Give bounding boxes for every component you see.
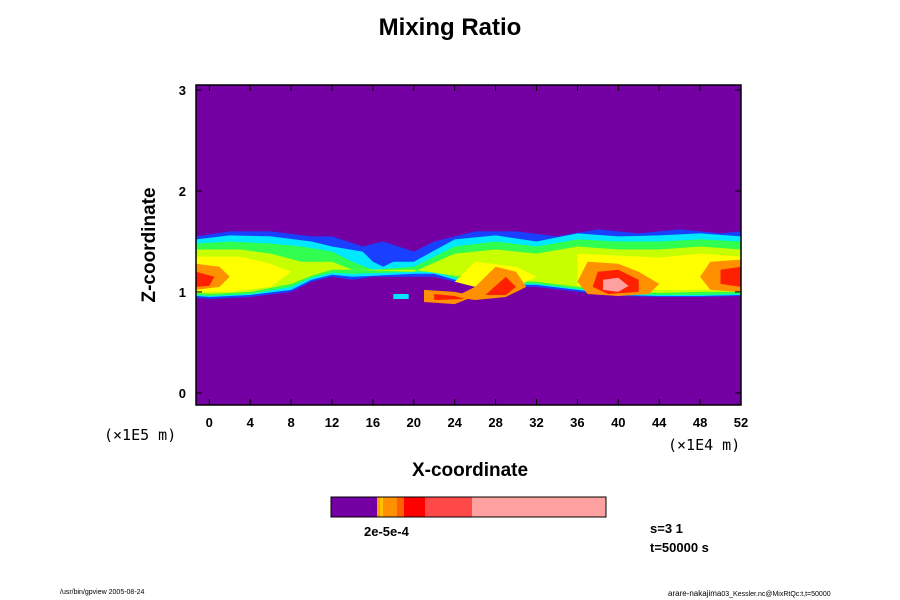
contour-red-mid	[485, 276, 516, 295]
y-tick-label: 2	[179, 184, 186, 199]
y-axis-label: Z-coordinate	[139, 187, 160, 303]
x-tick-label: 24	[447, 415, 462, 430]
x-tick-label: 12	[325, 415, 339, 430]
y-unit-label: (×1E5 m)	[104, 426, 177, 444]
y-axis-ticks: 0 1 2 3	[179, 83, 741, 401]
footer-right: arare-nakajima03_Kessler.nc@MixRtQc:t,t=…	[668, 589, 831, 598]
x-tick-label: 52	[734, 415, 748, 430]
y-tick-label: 1	[179, 285, 186, 300]
colorbar-segment	[331, 497, 377, 517]
step-text: s=3 1	[650, 521, 683, 536]
colorbar-segment	[377, 497, 380, 517]
x-axis-ticks: 0 4 8 12 16 20 24 28 32 36 40 44 48 52	[206, 85, 748, 430]
x-tick-label: 36	[570, 415, 584, 430]
y-tick-label: 0	[179, 386, 186, 401]
colorbar-segment	[472, 497, 606, 517]
contour-lower-blob-inner	[434, 294, 465, 300]
colorbar-label: 2e-5e-4	[364, 524, 409, 539]
x-tick-label: 16	[366, 415, 380, 430]
colorbar-segment	[397, 497, 404, 517]
x-tick-label: 8	[287, 415, 294, 430]
x-tick-label: 44	[652, 415, 667, 430]
x-tick-label: 32	[529, 415, 543, 430]
footer-right-user: arare-nakajima	[668, 589, 722, 598]
x-unit-label: (×1E4 m)	[668, 436, 741, 454]
x-tick-label: 4	[247, 415, 255, 430]
contour-red-left	[196, 271, 215, 287]
x-tick-label: 40	[611, 415, 625, 430]
x-tick-label: 48	[693, 415, 707, 430]
colorbar-segment	[425, 497, 472, 517]
x-tick-label: 28	[488, 415, 502, 430]
colorbar-segment	[383, 497, 397, 517]
time-text: t=50000 s	[650, 540, 709, 555]
contour-pink-right	[603, 277, 629, 292]
colorbar	[330, 496, 607, 518]
y-tick-label: 3	[179, 83, 186, 98]
colorbar-segment	[380, 497, 383, 517]
contour-red-farright	[720, 266, 741, 287]
contour-small-blob	[393, 294, 409, 299]
contour-layers	[196, 229, 741, 305]
footer-right-file: 03_Kessler.nc@MixRtQc:t,t=50000	[721, 591, 831, 598]
plot-frame	[195, 84, 742, 406]
x-tick-label: 20	[407, 415, 421, 430]
colorbar-segment	[404, 497, 425, 517]
colorbar-frame	[330, 496, 607, 518]
x-axis-label: X-coordinate	[411, 460, 529, 481]
x-tick-label: 0	[206, 415, 213, 430]
chart-title: Mixing Ratio	[378, 14, 522, 41]
footer-left: /usr/bin/gpview 2005-08-24	[60, 589, 145, 596]
